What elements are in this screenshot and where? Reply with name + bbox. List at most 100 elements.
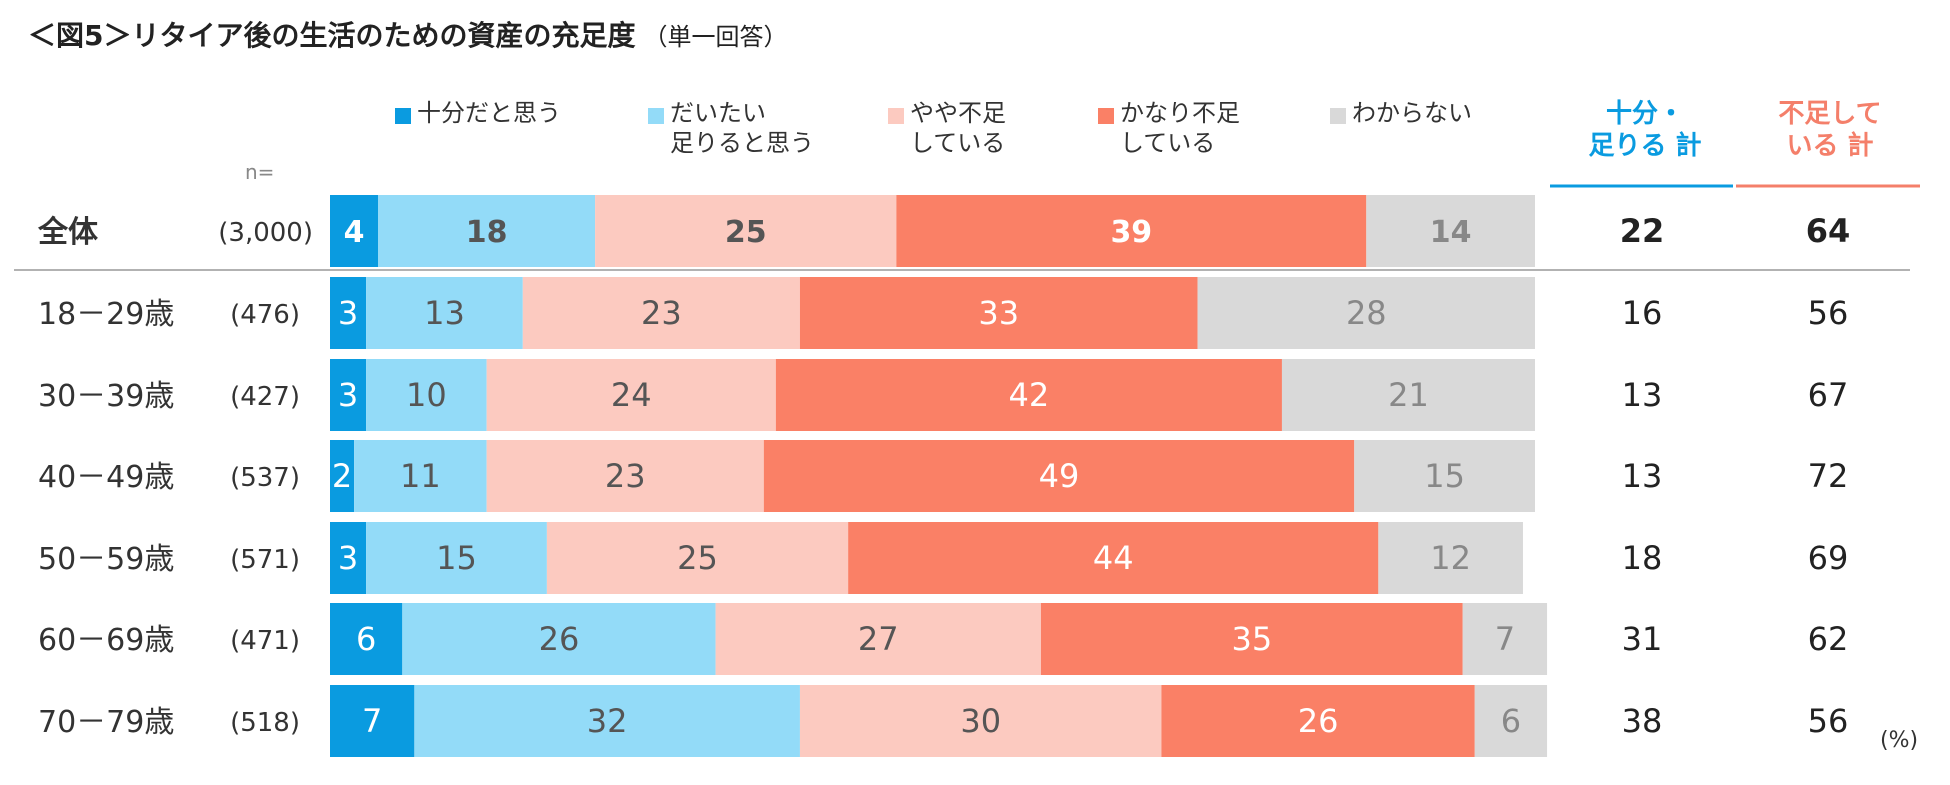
title-subtitle: （単一回答） [643,23,788,51]
data-label-somewhat-enough: 32 [587,702,628,740]
bar-segment-somewhat-insufficient [595,195,897,267]
bar-segment-unknown [1281,359,1535,431]
total-insufficient-value: 56 [1808,702,1849,740]
bar-segment-unknown [1366,195,1535,267]
data-label-somewhat-insufficient: 25 [725,215,767,250]
n-count: (537) [230,463,300,493]
data-label-somewhat-enough: 10 [406,376,447,414]
bar-segment-very-insufficient [1161,685,1475,757]
bar-segment-very-insufficient [775,359,1282,431]
bar-segment-very-insufficient [896,195,1367,267]
n-count: (518) [230,708,300,738]
legend-label-enough: 十分だと思う [417,99,561,127]
total-insufficient-value: 56 [1808,294,1849,332]
data-label-very-insufficient: 33 [978,294,1019,332]
data-label-unknown: 6 [1501,702,1521,740]
bar-segment-unknown [1378,522,1523,594]
data-label-enough: 4 [344,215,365,250]
data-label-very-insufficient: 44 [1093,539,1134,577]
data-label-somewhat-enough: 15 [436,539,477,577]
bar-segment-enough [330,522,367,594]
n-count: (427) [230,382,300,412]
data-label-unknown: 14 [1430,215,1472,250]
data-label-enough: 7 [362,702,382,740]
bar-segment-somewhat-enough [378,195,596,267]
total-enough-header: 十分・ 足りる 計 [1588,99,1702,161]
bar-segment-enough [330,603,403,675]
data-label-unknown: 15 [1424,457,1465,495]
total-enough-value: 22 [1620,212,1665,250]
data-label-unknown: 21 [1388,376,1429,414]
bar-segment-somewhat-insufficient [799,685,1162,757]
data-label-somewhat-insufficient: 23 [605,457,646,495]
legend-label-somewhat-insufficient: やや不足 している [910,99,1006,157]
n-count: (3,000) [218,218,313,248]
bar-segment-enough [330,359,367,431]
data-label-unknown: 12 [1430,539,1471,577]
data-label-very-insufficient: 26 [1298,702,1339,740]
bar-segment-enough [330,685,415,757]
data-label-somewhat-enough: 13 [424,294,465,332]
legend-label-very-insufficient: かなり不足 している [1120,99,1240,157]
n-count: (476) [230,300,300,330]
data-label-enough: 2 [332,457,352,495]
legend-label-unknown: わからない [1352,99,1472,127]
bar-segment-somewhat-insufficient [522,277,800,349]
data-label-very-insufficient: 49 [1039,457,1080,495]
bar-segment-very-insufficient [799,277,1198,349]
bar-segment-somewhat-enough [366,522,547,594]
n-count: (471) [230,626,300,656]
total-enough-value: 16 [1622,294,1663,332]
legend-swatch-somewhat-insufficient [888,108,904,124]
data-label-somewhat-insufficient: 25 [677,539,718,577]
bar-segment-unknown [1474,685,1548,757]
n-count: (571) [230,545,300,575]
bar-segment-somewhat-enough [354,440,487,512]
category-label: 50－59歳 [38,542,174,577]
data-label-somewhat-enough: 26 [539,620,580,658]
bar-segment-unknown [1354,440,1535,512]
data-label-somewhat-insufficient: 24 [611,376,652,414]
bar-segment-somewhat-enough [366,277,523,349]
unit-label: (%) [1880,728,1919,753]
bar-segment-very-insufficient [763,440,1355,512]
bar-segment-enough [330,277,367,349]
data-label-enough: 3 [338,539,358,577]
total-enough-value: 38 [1622,702,1663,740]
category-label: 18－29歳 [38,297,174,332]
total-enough-value: 13 [1622,376,1663,414]
title-main: ＜図5＞リタイア後の生活のための資産の充足度 [28,19,636,52]
category-label: 60－69歳 [38,623,174,658]
legend-swatch-very-insufficient [1098,108,1114,124]
data-label-enough: 3 [338,376,358,414]
data-label-enough: 6 [356,620,376,658]
total-insufficient-value: 69 [1808,539,1849,577]
category-label: 全体 [37,215,99,250]
total-enough-value: 18 [1622,539,1663,577]
bar-segment-somewhat-insufficient [715,603,1041,675]
chart-title: ＜図5＞リタイア後の生活のための資産の充足度 （単一回答） [28,14,788,54]
category-label: 70－79歳 [38,705,174,740]
bar-segment-somewhat-insufficient [546,522,849,594]
data-label-very-insufficient: 42 [1009,376,1050,414]
data-label-somewhat-enough: 11 [400,457,441,495]
data-label-very-insufficient: 35 [1231,620,1272,658]
bar-segment-somewhat-enough [402,603,716,675]
bar-segment-somewhat-enough [366,359,487,431]
data-label-somewhat-insufficient: 30 [960,702,1001,740]
category-label: 30－39歳 [38,379,174,414]
bar-segment-enough [330,195,379,267]
total-enough-value: 31 [1622,620,1663,658]
total-enough-value: 13 [1622,457,1663,495]
bar-segment-unknown [1197,277,1535,349]
bar-segment-somewhat-insufficient [486,359,776,431]
data-label-somewhat-enough: 18 [466,215,508,250]
bar-segment-somewhat-insufficient [486,440,764,512]
total-insufficient-value: 64 [1806,212,1851,250]
data-label-unknown: 7 [1495,620,1515,658]
legend-swatch-somewhat-enough [648,108,664,124]
bar-segment-very-insufficient [1040,603,1463,675]
data-label-very-insufficient: 39 [1110,215,1152,250]
legend-swatch-unknown [1330,108,1346,124]
